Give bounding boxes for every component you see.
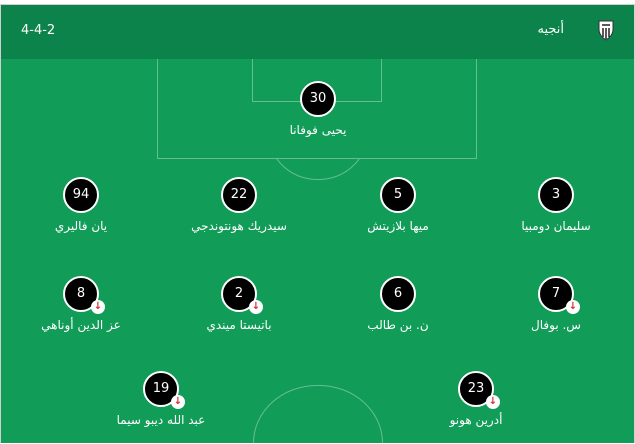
player-number-text: 23 bbox=[467, 381, 485, 396]
player-number-text: 7 bbox=[551, 286, 561, 301]
player-number: 19 ↓ bbox=[143, 371, 185, 409]
player-name[interactable]: باتيستا ميندي bbox=[206, 318, 272, 332]
substitution-out-icon: ↓ bbox=[171, 395, 185, 409]
player[interactable]: 2 ↓ باتيستا ميندي bbox=[159, 276, 319, 332]
player[interactable]: 8 ↓ عز الدين أوناهي bbox=[1, 276, 161, 332]
lineup-card: 4-4-2 أنجيه 30 يحيى فوفانا 94 يان فاليري 22 س… bbox=[0, 4, 635, 444]
player[interactable]: 23 ↓ أدرين هونو bbox=[396, 371, 556, 427]
player-number-text: 5 bbox=[393, 187, 403, 202]
player-number: 30 bbox=[300, 81, 336, 117]
player-number-text: 6 bbox=[393, 286, 403, 301]
player-number-text: 22 bbox=[230, 187, 248, 202]
player-name[interactable]: سيدريك هونتوندجي bbox=[191, 219, 287, 233]
team-crest-icon bbox=[598, 20, 614, 41]
player-number: 6 bbox=[380, 276, 416, 312]
player[interactable]: 7 ↓ س. بوفال bbox=[476, 276, 635, 332]
player[interactable]: 94 يان فاليري bbox=[1, 177, 161, 233]
player[interactable]: 22 سيدريك هونتوندجي bbox=[159, 177, 319, 233]
player-number: 5 bbox=[380, 177, 416, 213]
player-number: 3 bbox=[538, 177, 574, 213]
player-number-text: 30 bbox=[309, 91, 327, 106]
formation-label: 4-4-2 bbox=[21, 23, 56, 38]
lineup-header: 4-4-2 أنجيه bbox=[1, 5, 634, 59]
center-circle bbox=[253, 385, 383, 444]
substitution-out-icon: ↓ bbox=[486, 395, 500, 409]
player-number-text: 2 bbox=[234, 286, 244, 301]
player-number-text: 19 bbox=[152, 381, 170, 396]
player-number: 7 ↓ bbox=[538, 276, 580, 314]
player-number: 2 ↓ bbox=[221, 276, 263, 314]
player[interactable]: 3 سليمان دومبيا bbox=[476, 177, 635, 233]
player[interactable]: 5 ميها بلازيتش bbox=[318, 177, 478, 233]
player-name[interactable]: س. بوفال bbox=[531, 318, 581, 332]
player-name[interactable]: سليمان دومبيا bbox=[521, 219, 591, 233]
penalty-box bbox=[157, 59, 477, 159]
player-number: 23 ↓ bbox=[458, 371, 500, 409]
player[interactable]: 19 ↓ عبد الله ديبو سيما bbox=[81, 371, 241, 427]
player-name[interactable]: يحيى فوفانا bbox=[289, 123, 347, 137]
team-name[interactable]: أنجيه bbox=[537, 22, 564, 37]
player-number-text: 94 bbox=[72, 187, 90, 202]
substitution-out-icon: ↓ bbox=[566, 300, 580, 314]
player-name[interactable]: عز الدين أوناهي bbox=[41, 318, 121, 332]
player-number: 22 bbox=[221, 177, 257, 213]
pitch: 30 يحيى فوفانا 94 يان فاليري 22 سيدريك هونتون… bbox=[1, 59, 635, 444]
player-name[interactable]: ن. بن طالب bbox=[367, 318, 429, 332]
player-name[interactable]: أدرين هونو bbox=[449, 413, 503, 427]
player-number-text: 3 bbox=[551, 187, 561, 202]
player-name[interactable]: عبد الله ديبو سيما bbox=[116, 413, 206, 427]
substitution-out-icon: ↓ bbox=[91, 300, 105, 314]
player-name[interactable]: يان فاليري bbox=[54, 219, 108, 233]
substitution-out-icon: ↓ bbox=[249, 300, 263, 314]
player-number-text: 8 bbox=[76, 286, 86, 301]
player-number: 94 bbox=[63, 177, 99, 213]
player-number: 8 ↓ bbox=[63, 276, 105, 314]
player[interactable]: 30 يحيى فوفانا bbox=[238, 81, 398, 137]
player[interactable]: 6 ن. بن طالب bbox=[318, 276, 478, 332]
player-name[interactable]: ميها بلازيتش bbox=[367, 219, 429, 233]
